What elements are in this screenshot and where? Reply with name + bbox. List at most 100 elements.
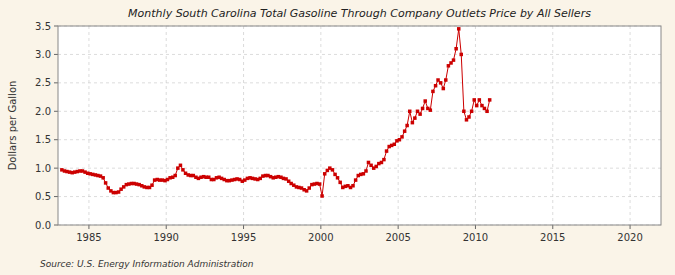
marker [488, 98, 492, 102]
x-tick [243, 225, 244, 229]
marker [439, 81, 443, 85]
marker [320, 194, 324, 198]
marker [333, 173, 337, 177]
marker [308, 186, 312, 190]
x-tick-label: 2005 [385, 232, 410, 243]
marker [351, 184, 355, 188]
y-tick-label: 1.5 [35, 134, 51, 145]
marker [382, 158, 386, 162]
x-grid-line [630, 26, 631, 225]
marker [421, 107, 425, 111]
y-tick [54, 54, 58, 55]
x-tick [398, 225, 399, 229]
y-grid-line [58, 168, 661, 169]
marker [101, 176, 105, 180]
x-grid-line [166, 26, 167, 225]
title: Monthly South Carolina Total Gasoline Th… [128, 7, 591, 20]
marker [364, 169, 368, 173]
plot-background [58, 26, 661, 225]
chart-svg: 0.00.51.01.52.02.53.03.51985199019952000… [0, 0, 675, 275]
x-tick [552, 225, 553, 229]
x-tick [475, 225, 476, 229]
marker [323, 172, 327, 176]
y-axis-label: Dollars per Gallon [7, 81, 18, 171]
marker [354, 178, 358, 182]
marker [181, 168, 185, 172]
marker [104, 181, 108, 185]
marker [338, 181, 342, 185]
x-grid-line [552, 26, 553, 225]
x-tick-label: 2000 [308, 232, 333, 243]
marker [413, 116, 417, 120]
marker [444, 78, 448, 82]
y-tick-label: 2.0 [35, 106, 51, 117]
marker [405, 124, 409, 128]
background [0, 0, 675, 275]
marker [475, 104, 479, 108]
marker [454, 47, 458, 51]
marker [173, 174, 177, 178]
marker [472, 98, 476, 102]
grid [58, 26, 661, 225]
marker [442, 87, 446, 91]
source-note: Source: U.S. Energy Information Administ… [40, 259, 254, 269]
x-tick-label: 2015 [540, 232, 565, 243]
x-tick-label: 1985 [76, 232, 101, 243]
axes: 0.00.51.01.52.02.53.03.51985199019952000… [35, 21, 643, 244]
marker [434, 84, 438, 88]
marker [393, 143, 397, 147]
marker [411, 121, 415, 125]
marker [318, 182, 322, 186]
x-tick-label: 2020 [617, 232, 642, 243]
x-grid-line [243, 26, 244, 225]
marker [431, 90, 435, 94]
y-tick-label: 1.0 [35, 163, 51, 174]
marker [150, 183, 154, 187]
y-grid-line [58, 82, 661, 83]
y-tick-label: 0.5 [35, 191, 51, 202]
y-grid-line [58, 139, 661, 140]
marker [457, 27, 461, 31]
marker [470, 110, 474, 114]
y-grid-line [58, 196, 661, 197]
line [62, 29, 490, 196]
x-grid-line [475, 26, 476, 225]
x-tick [630, 225, 631, 229]
y-tick [54, 82, 58, 83]
x-tick-label: 1990 [154, 232, 179, 243]
marker [385, 149, 389, 153]
marker [462, 110, 466, 114]
marker [478, 98, 482, 102]
marker [403, 129, 407, 133]
y-tick [54, 196, 58, 197]
x-tick [88, 225, 89, 229]
y-tick [54, 139, 58, 140]
x-tick-label: 1995 [231, 232, 256, 243]
y-tick [54, 168, 58, 169]
x-tick [320, 225, 321, 229]
marker [429, 108, 433, 112]
y-tick-label: 3.0 [35, 49, 51, 60]
x-grid-line [398, 26, 399, 225]
y-tick [54, 111, 58, 112]
marker [485, 110, 489, 114]
data-layer [60, 27, 491, 198]
marker [400, 135, 404, 139]
marker [423, 99, 427, 103]
y-tick [54, 26, 58, 27]
marker [452, 58, 456, 62]
x-grid-line [88, 26, 89, 225]
x-tick [166, 225, 167, 229]
x-tick-label: 2010 [463, 232, 488, 243]
chart-container: 0.00.51.01.52.02.53.03.51985199019952000… [0, 0, 675, 275]
marker [336, 176, 340, 180]
marker [467, 115, 471, 119]
marker [408, 110, 412, 114]
y-grid-line [58, 111, 661, 112]
plot-frame [58, 26, 661, 225]
y-tick-label: 0.0 [35, 220, 51, 231]
y-tick-label: 3.5 [35, 21, 51, 32]
y-tick [54, 225, 58, 226]
marker [459, 53, 463, 57]
marker [179, 164, 183, 168]
